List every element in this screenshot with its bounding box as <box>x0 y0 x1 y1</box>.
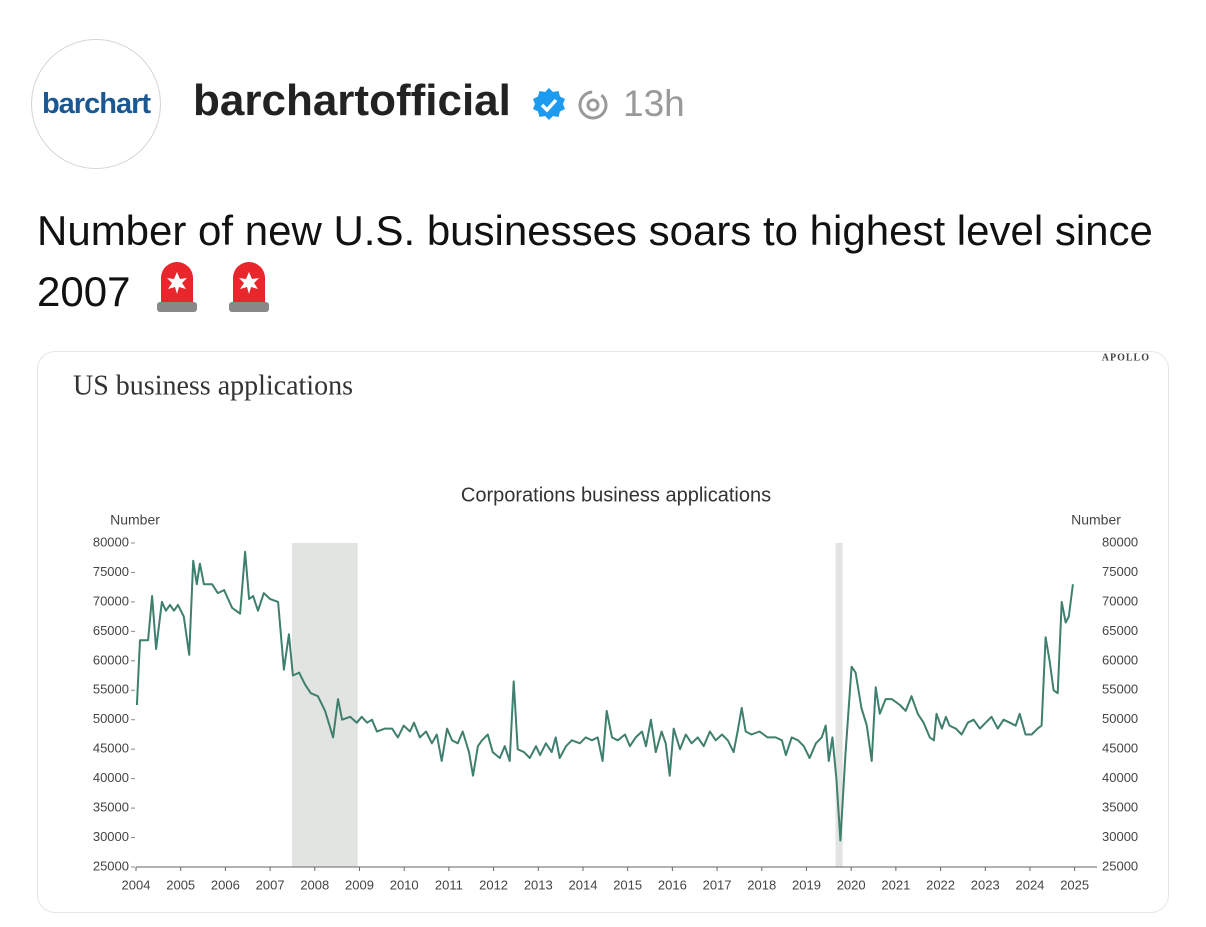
y2-tick-label: 65000 <box>1102 623 1138 638</box>
x-tick-label: 2016 <box>658 877 687 892</box>
y2-tick-label: 35000 <box>1102 800 1138 815</box>
y2-tick-label: 40000 <box>1102 770 1138 785</box>
x-tick-label: 2014 <box>569 877 598 892</box>
x-tick-label: 2018 <box>747 877 776 892</box>
y-tick-label: 35000 <box>93 800 129 815</box>
chart-subtitle: Corporations business applications <box>461 484 771 506</box>
y2-tick-label: 80000 <box>1102 534 1138 549</box>
siren-emoji <box>228 262 269 312</box>
y2-tick-label: 60000 <box>1102 652 1138 667</box>
y-tick-label: 70000 <box>93 593 129 608</box>
x-tick-label: 2019 <box>792 877 821 892</box>
y2-tick-label: 75000 <box>1102 564 1138 579</box>
avatar-logo: barchart <box>41 87 151 120</box>
y2-tick-label: 70000 <box>1102 593 1138 608</box>
x-tick-label: 2025 <box>1060 877 1089 892</box>
source-logo: APOLLO <box>1102 352 1150 363</box>
recession-band <box>835 543 843 867</box>
siren-emoji <box>157 262 198 312</box>
y-axis-label: Number <box>110 512 160 528</box>
y-tick-label: 50000 <box>93 711 129 726</box>
chart-card[interactable] <box>37 351 1169 913</box>
y2-tick-label: 55000 <box>1102 682 1138 697</box>
x-tick-label: 2011 <box>435 877 463 892</box>
y2-axis-label: Number <box>1071 512 1121 528</box>
x-tick-label: 2012 <box>479 877 508 892</box>
x-tick-label: 2006 <box>211 877 240 892</box>
post-text: Number of new U.S. businesses soars to h… <box>37 200 1157 322</box>
y-tick-label: 75000 <box>93 564 129 579</box>
y2-tick-label: 50000 <box>1102 711 1138 726</box>
x-tick-label: 2009 <box>345 877 374 892</box>
y-tick-label: 25000 <box>93 858 129 873</box>
x-tick-label: 2015 <box>613 877 642 892</box>
y2-tick-label: 45000 <box>1102 741 1138 756</box>
x-tick-label: 2017 <box>703 877 732 892</box>
x-tick-label: 2020 <box>837 877 866 892</box>
x-tick-label: 2005 <box>166 877 195 892</box>
x-tick-label: 2021 <box>881 877 910 892</box>
recession-band <box>291 543 358 867</box>
data-line <box>135 550 1074 842</box>
x-tick-label: 2010 <box>390 877 419 892</box>
avatar[interactable]: barchart <box>31 39 161 169</box>
x-tick-label: 2022 <box>926 877 955 892</box>
timestamp: 13h <box>623 83 685 124</box>
x-tick-label: 2013 <box>524 877 553 892</box>
y-tick-label: 65000 <box>93 623 129 638</box>
post-text-content: Number of new U.S. businesses soars to h… <box>37 207 1153 315</box>
x-tick-label: 2004 <box>122 877 151 892</box>
y-tick-label: 30000 <box>93 829 129 844</box>
chart-title: US business applications <box>73 370 353 401</box>
verified-badge <box>533 88 565 120</box>
x-tick-label: 2023 <box>971 877 1000 892</box>
username[interactable]: barchartofficial <box>193 76 511 125</box>
y-tick-label: 55000 <box>93 682 129 697</box>
x-tick-label: 2007 <box>256 877 285 892</box>
x-tick-label: 2024 <box>1015 877 1044 892</box>
y-tick-label: 60000 <box>93 652 129 667</box>
y-tick-label: 40000 <box>93 770 129 785</box>
threads-icon <box>578 90 608 120</box>
y2-tick-label: 30000 <box>1102 829 1138 844</box>
y2-tick-label: 25000 <box>1102 858 1138 873</box>
y-tick-label: 45000 <box>93 741 129 756</box>
y-tick-label: 80000 <box>93 534 129 549</box>
x-tick-label: 2008 <box>300 877 329 892</box>
